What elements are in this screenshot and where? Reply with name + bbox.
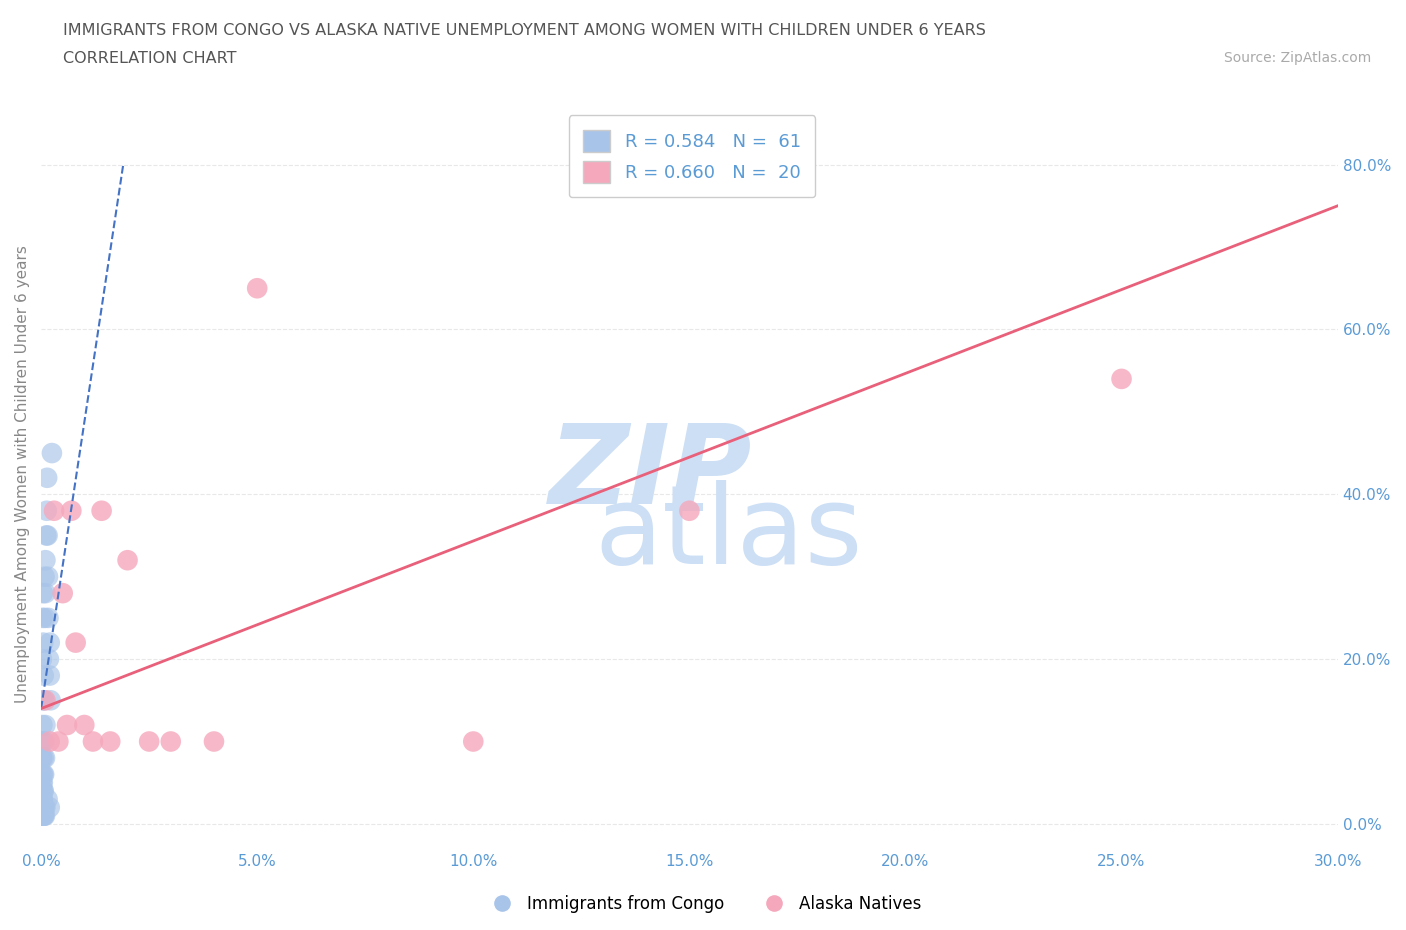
- Point: [37, 569, 59, 584]
- Point: [34, 552, 56, 567]
- Point: [463, 734, 485, 749]
- Point: [56, 718, 79, 733]
- Point: [37, 471, 59, 485]
- Text: IMMIGRANTS FROM CONGO VS ALASKA NATIVE UNEMPLOYMENT AMONG WOMEN WITH CHILDREN UN: IMMIGRANTS FROM CONGO VS ALASKA NATIVE U…: [63, 23, 986, 38]
- Legend: R = 0.584   N =  61, R = 0.660   N =  20: R = 0.584 N = 61, R = 0.660 N = 20: [569, 115, 815, 197]
- Point: [82, 734, 104, 749]
- Y-axis label: Unemployment Among Women with Children Under 6 years: Unemployment Among Women with Children U…: [15, 245, 30, 702]
- Point: [678, 503, 700, 518]
- Text: atlas: atlas: [593, 480, 862, 587]
- Point: [32, 767, 55, 782]
- Point: [31, 808, 53, 823]
- Point: [138, 734, 160, 749]
- Point: [32, 751, 55, 765]
- Point: [31, 586, 53, 601]
- Point: [35, 528, 58, 543]
- Point: [42, 503, 65, 518]
- Point: [34, 751, 56, 765]
- Point: [34, 693, 56, 708]
- Point: [34, 610, 56, 625]
- Point: [31, 751, 53, 765]
- Point: [34, 586, 56, 601]
- Point: [98, 734, 121, 749]
- Point: [31, 791, 53, 806]
- Point: [32, 734, 55, 749]
- Point: [31, 652, 53, 667]
- Point: [37, 528, 59, 543]
- Point: [31, 800, 53, 815]
- Point: [34, 734, 56, 749]
- Point: [34, 800, 56, 815]
- Point: [31, 751, 53, 765]
- Point: [90, 503, 112, 518]
- Point: [32, 808, 55, 823]
- Point: [38, 668, 60, 683]
- Point: [32, 783, 55, 798]
- Point: [32, 808, 55, 823]
- Point: [1111, 371, 1133, 386]
- Point: [37, 610, 59, 625]
- Point: [31, 693, 53, 708]
- Point: [32, 693, 55, 708]
- Point: [117, 552, 139, 567]
- Point: [60, 503, 83, 518]
- Point: [38, 800, 60, 815]
- Point: [31, 808, 53, 823]
- Point: [31, 776, 53, 790]
- Point: [38, 652, 60, 667]
- Point: [38, 635, 60, 650]
- Point: [65, 635, 87, 650]
- Point: [32, 800, 55, 815]
- Point: [202, 734, 225, 749]
- Point: [159, 734, 181, 749]
- Point: [32, 767, 55, 782]
- Point: [32, 635, 55, 650]
- Point: [31, 767, 53, 782]
- Point: [32, 783, 55, 798]
- Point: [31, 610, 53, 625]
- Point: [48, 734, 70, 749]
- Text: CORRELATION CHART: CORRELATION CHART: [63, 51, 236, 66]
- Point: [31, 800, 53, 815]
- Point: [31, 783, 53, 798]
- Point: [34, 569, 56, 584]
- Point: [52, 586, 75, 601]
- Point: [34, 800, 56, 815]
- Point: [31, 791, 53, 806]
- Point: [38, 734, 60, 749]
- Point: [31, 791, 53, 806]
- Point: [73, 718, 96, 733]
- Point: [31, 767, 53, 782]
- Point: [31, 783, 53, 798]
- Point: [32, 668, 55, 683]
- Text: ZIP: ZIP: [548, 420, 752, 527]
- Point: [32, 800, 55, 815]
- Point: [31, 718, 53, 733]
- Point: [39, 693, 62, 708]
- Point: [32, 808, 55, 823]
- Point: [246, 281, 269, 296]
- Point: [37, 791, 59, 806]
- Point: [31, 791, 53, 806]
- Point: [31, 776, 53, 790]
- Point: [31, 800, 53, 815]
- Point: [34, 808, 56, 823]
- Point: [31, 734, 53, 749]
- Point: [41, 445, 63, 460]
- Point: [34, 718, 56, 733]
- Legend: Immigrants from Congo, Alaska Natives: Immigrants from Congo, Alaska Natives: [478, 888, 928, 920]
- Point: [31, 800, 53, 815]
- Point: [35, 503, 58, 518]
- Text: Source: ZipAtlas.com: Source: ZipAtlas.com: [1223, 51, 1371, 65]
